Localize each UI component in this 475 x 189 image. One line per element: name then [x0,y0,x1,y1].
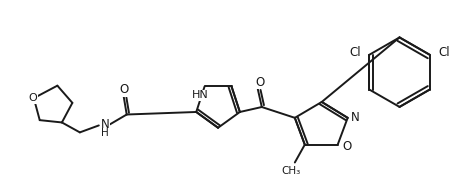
Text: H: H [101,128,109,138]
Text: O: O [119,83,128,96]
Text: Cl: Cl [438,46,449,59]
Text: CH₃: CH₃ [281,167,301,176]
Text: N: N [352,111,360,124]
Text: O: O [255,76,265,89]
Text: Cl: Cl [350,46,361,59]
Text: O: O [342,140,352,153]
Text: N: N [100,118,109,131]
Text: O: O [28,93,37,103]
Text: HN: HN [192,90,209,100]
